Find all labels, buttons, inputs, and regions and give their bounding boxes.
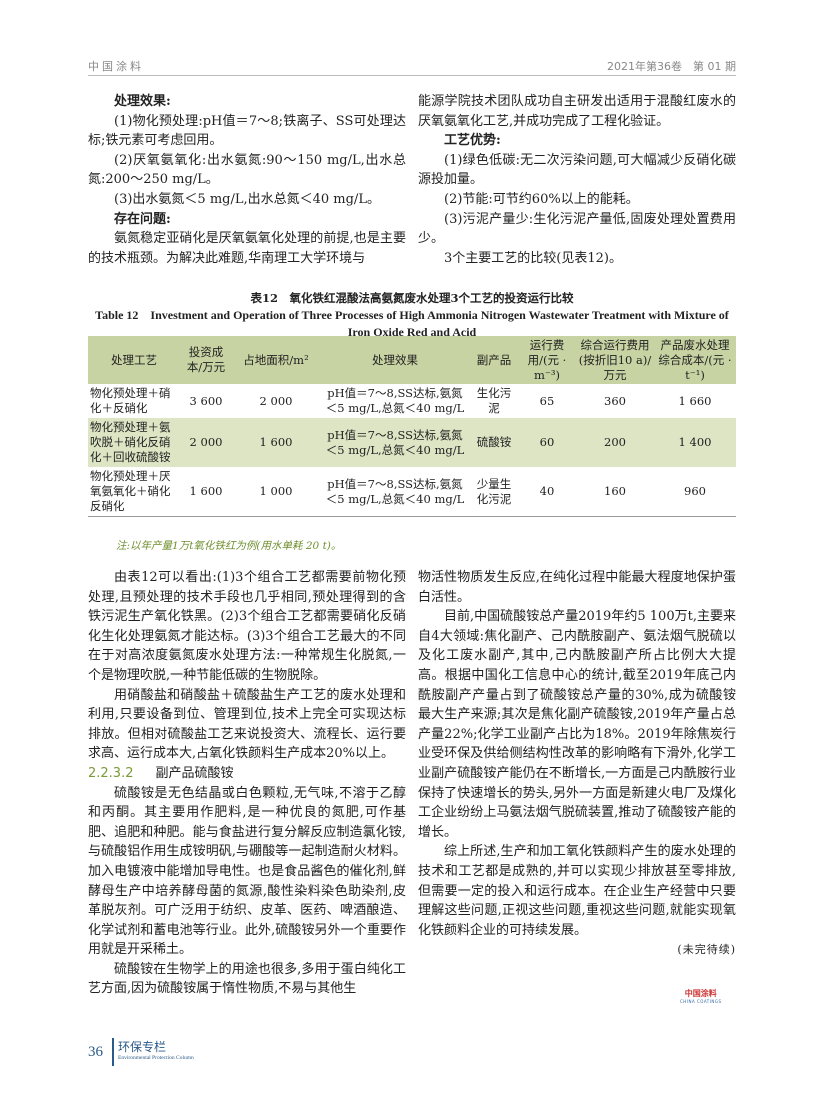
table-row: 物化预处理＋厌氧氨氧化＋硝化反硝化 1 600 1 000 pH值＝7～8,SS达标,… [88, 467, 736, 517]
section-number: 2.2.3.2 [88, 765, 134, 781]
column-header: 占地面积/m² [232, 336, 320, 384]
table-header-row: 处理工艺 投资成本/万元 占地面积/m² 处理效果 副产品 运行费用/(元 · m⁻³) 综… [88, 336, 736, 384]
journal-name: 中国涂料 [88, 60, 144, 73]
table-cell: pH值＝7～8,SS达标,氨氮＜5 mg/L,总氮＜40 mg/L [325, 386, 465, 415]
table-cell: pH值＝7～8,SS达标,氨氮＜5 mg/L,总氮＜40 mg/L [320, 467, 470, 517]
top-left-column: 处理效果: (1)物化预处理:pH值＝7～8;铁离子、SS可处理达标;铁元素可考… [88, 92, 406, 268]
paragraph: 综上所述,生产和加工氧化铁颜料产生的废水处理的技术和工艺都是成熟的,并可以实现少… [418, 844, 736, 938]
column-header: 综合运行费用(按折旧10 a)/万元 [576, 336, 654, 384]
logo-en: CHINA COATINGS [680, 999, 722, 1004]
column-header: 处理工艺 [88, 336, 180, 384]
journal-logo: 中国涂料 CHINA COATINGS [680, 988, 722, 1004]
page-number: 36 [88, 1044, 103, 1060]
column-header: 副产品 [470, 336, 518, 384]
section-heading: 2.2.3.2 副产品硫酸铵 [88, 764, 406, 784]
table-caption-cn: 表12 氧化铁红混酸法高氨氮废水处理3个工艺的投资运行比较 [250, 291, 574, 305]
paragraph: 由表12可以看出:(1)3个组合工艺都需要前物化预处理,且预处理的技术手段也几乎… [88, 570, 406, 683]
paragraph: 硫酸铵在生物学上的用途也很多,多用于蛋白纯化工艺方面,因为硫酸铵属于惰性物质,不… [88, 961, 406, 997]
table-row: 物化预处理＋氨吹脱＋硝化反硝化＋回收硫酸铵 2 000 1 600 pH值＝7～8,S… [88, 418, 736, 467]
logo-cn: 中国涂料 [684, 989, 717, 998]
paragraph: (3)出水氨氮＜5 mg/L,出水总氮＜40 mg/L。 [114, 191, 380, 207]
table-cell: 物化预处理＋氨吹脱＋硝化反硝化＋回收硫酸铵 [88, 418, 180, 467]
paragraph: (1)绿色低碳:无二次污染问题,可大幅减少反硝化碳源投加量。 [418, 152, 736, 188]
table-cell: pH值＝7～8,SS达标,氨氮＜5 mg/L,总氮＜40 mg/L [320, 418, 470, 467]
paragraph: 用硝酸盐和硝酸盐＋硫酸盐生产工艺的废水处理和利用,只要设备到位、管理到位,技术上… [88, 687, 406, 762]
table-cell: 160 [576, 467, 654, 517]
paragraph: (2)厌氧氨氧化:出水氨氮:90～150 mg/L,出水总氮:200～250 m… [88, 152, 406, 188]
table-cell: 2 000 [259, 393, 293, 408]
table-cell: 3 600 [189, 393, 223, 408]
comparison-table: 处理工艺 投资成本/万元 占地面积/m² 处理效果 副产品 运行费用/(元 · m⁻³) 综… [88, 336, 736, 517]
table-cell: 960 [654, 467, 736, 517]
table-cell: 物化预处理＋厌氧氨氧化＋硝化反硝化 [88, 467, 180, 517]
heading-effect: 处理效果: [114, 94, 171, 109]
column-name-en: Environmental Protection Column [118, 1055, 194, 1061]
table-cell: 1 600 [180, 467, 232, 517]
column-name-cn: 环保专栏 [118, 1040, 167, 1054]
table-cell: 2 000 [180, 418, 232, 467]
table-cell: 1 000 [232, 467, 320, 517]
running-header: 中国涂料 2021年第36卷 第 01 期 [88, 58, 736, 76]
table-cell: 物化预处理＋硝化＋反硝化 [90, 386, 171, 415]
paragraph: 硫酸铵是无色结晶或白色颗粒,无气味,不溶于乙醇和丙酮。其主要用作肥料,是一种优良… [88, 785, 406, 958]
table-cell: 60 [518, 418, 576, 467]
heading-problems: 存在问题: [114, 211, 171, 227]
table-cell: 1 600 [232, 418, 320, 467]
table-cell: 少量生化污泥 [470, 467, 518, 517]
column-header: 运行费用/(元 · m⁻³) [518, 336, 576, 384]
table-cell: 硫酸铵 [470, 418, 518, 467]
table-cell: 200 [576, 418, 654, 467]
section-title: 副产品硫酸铵 [155, 765, 234, 781]
heading-advantages: 工艺优势: [444, 133, 501, 149]
table-row: 物化预处理＋硝化＋反硝化 3 600 2 000 pH值＝7～8,SS达标,氨氮＜5 … [88, 384, 736, 418]
bottom-left-column: 由表12可以看出:(1)3个组合工艺都需要前物化预处理,且预处理的技术手段也几乎… [88, 568, 406, 999]
issue-info: 2021年第36卷 第 01 期 [607, 60, 736, 73]
table-cell: 40 [518, 467, 576, 517]
paragraph: (1)物化预处理:pH值＝7～8;铁离子、SS可处理达标;铁元素可考虑回用。 [88, 113, 406, 149]
table-cell: 1 400 [654, 418, 736, 467]
table-cell: 生化污泥 [476, 386, 512, 415]
table-caption-en: Table 12 Investment and Operation of Thr… [95, 308, 729, 339]
table-cell: 360 [604, 393, 626, 408]
bottom-right-column: 物活性物质发生反应,在纯化过程中能最大程度地保护蛋白活性。 目前,中国硫酸铵总产… [418, 568, 736, 960]
footer-divider [112, 1038, 114, 1066]
table-note: 注:以年产量1万t氧化铁红为例(用水单耗 20 t)。 [116, 540, 342, 552]
paragraph: 氨氮稳定亚硝化是厌氧氨氧化处理的前提,也是主要的技术瓶颈。为解决此难题,华南理工… [88, 231, 406, 266]
column-header: 处理效果 [320, 336, 470, 384]
to-be-continued: (未完待续) [677, 943, 736, 957]
paragraph: 3个主要工艺的比较(见表12)。 [444, 250, 622, 266]
paragraph: (2)节能:可节约60%以上的能耗。 [444, 191, 639, 207]
column-header: 投资成本/万元 [180, 336, 232, 384]
paragraph: 物活性物质发生反应,在纯化过程中能最大程度地保护蛋白活性。 [418, 570, 736, 605]
paragraph: 能源学院技术团队成功自主研发出适用于混酸红废水的厌氧氨氧化工艺,并成功完成了工程… [418, 94, 736, 129]
table-cell: 1 660 [678, 393, 712, 408]
column-header: 产品废水处理综合成本/(元 · t⁻¹) [654, 336, 736, 384]
table-cell: 65 [539, 393, 555, 408]
paragraph: 目前,中国硫酸铵总产量2019年约5 100万t,主要来自4大领域:焦化副产、己… [418, 609, 736, 840]
paragraph: (3)污泥产量少:生化污泥产量低,固废处理处置费用少。 [418, 211, 736, 247]
top-right-column: 能源学院技术团队成功自主研发出适用于混酸红废水的厌氧氨氧化工艺,并成功完成了工程… [418, 92, 736, 268]
